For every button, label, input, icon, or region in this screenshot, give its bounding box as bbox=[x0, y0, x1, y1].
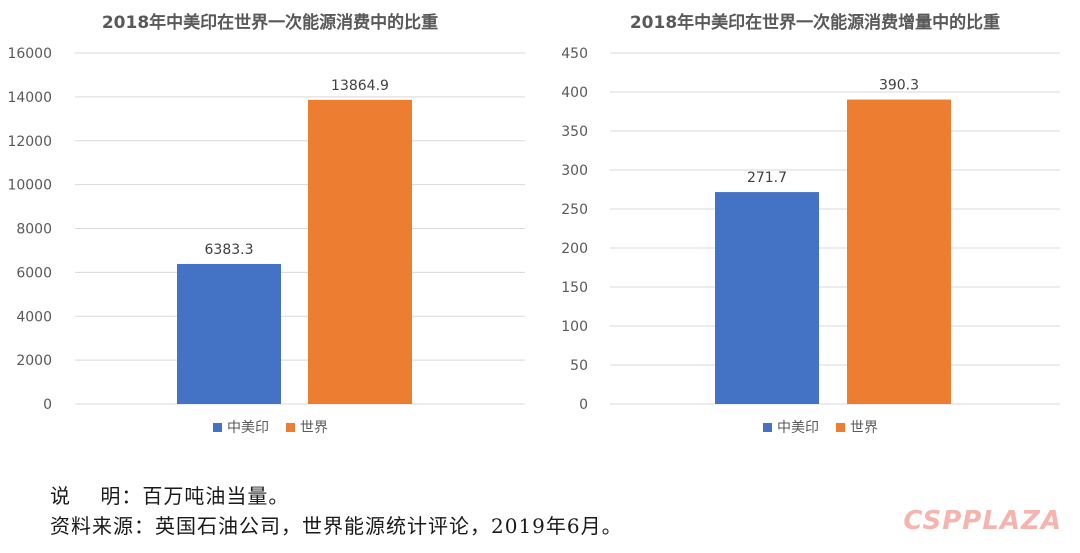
chart-2-y-tick-label-3: 150 bbox=[561, 280, 588, 296]
chart-2-legend-label-0: 中美印 bbox=[777, 420, 819, 436]
chart-1-data-label-0: 6383.3 bbox=[205, 242, 254, 258]
chart-2-legend-swatch-1 bbox=[836, 423, 845, 432]
chart-1-y-tick-label-3: 6000 bbox=[16, 265, 52, 281]
chart-2-y-tick-label-5: 250 bbox=[561, 202, 588, 218]
chart-2-y-tick-label-2: 100 bbox=[561, 319, 588, 335]
chart-1-y-tick-label-8: 16000 bbox=[7, 46, 52, 62]
chart-2-title: 2018年中美印在世界一次能源消费增量中的比重 bbox=[630, 12, 1000, 33]
chart-1-y-tick-label-5: 10000 bbox=[7, 178, 52, 194]
chart-2-y-tick-label-7: 350 bbox=[561, 124, 588, 140]
chart-1-y-tick-label-4: 8000 bbox=[16, 222, 52, 238]
chart-2-bar-世界 bbox=[847, 99, 951, 404]
chart-1-legend-label-0: 中美印 bbox=[227, 420, 269, 436]
chart-2-y-tick-label-0: 0 bbox=[579, 397, 588, 413]
charts-canvas: 2018年中美印在世界一次能源消费中的比重0200040006000800010… bbox=[7, 12, 1060, 436]
chart-2-data-label-0: 271.7 bbox=[747, 170, 787, 186]
chart-2-y-tick-label-9: 450 bbox=[561, 46, 588, 62]
chart-2-bar-中美印 bbox=[715, 192, 819, 404]
chart-1-legend-swatch-0 bbox=[213, 423, 222, 432]
chart-1-y-tick-label-7: 14000 bbox=[7, 90, 52, 106]
chart-1-legend-label-1: 世界 bbox=[300, 420, 328, 436]
chart-2-y-tick-label-6: 300 bbox=[561, 163, 588, 179]
chart-1-y-tick-label-6: 12000 bbox=[7, 134, 52, 150]
chart-1-data-label-1: 13864.9 bbox=[331, 78, 389, 94]
chart-1-legend-swatch-1 bbox=[286, 423, 295, 432]
unit-note: 说 明：百万吨油当量。 bbox=[50, 484, 290, 508]
chart-2-legend-label-1: 世界 bbox=[850, 420, 878, 436]
chart-1-title: 2018年中美印在世界一次能源消费中的比重 bbox=[102, 12, 438, 33]
chart-1-bar-世界 bbox=[308, 99, 412, 405]
chart-2-data-label-1: 390.3 bbox=[879, 78, 919, 94]
chart-1-y-tick-label-2: 4000 bbox=[16, 309, 52, 325]
chart-1-bar-中美印 bbox=[177, 263, 281, 404]
chart-2-legend-swatch-0 bbox=[763, 423, 772, 432]
chart-1-y-tick-label-1: 2000 bbox=[16, 353, 52, 369]
chart-1-y-tick-label-0: 0 bbox=[43, 397, 52, 413]
chart-2-y-tick-label-8: 400 bbox=[561, 85, 588, 101]
source-note: 资料来源：英国石油公司，世界能源统计评论，2019年6月。 bbox=[50, 514, 623, 538]
cspplaza-logo: CSPPLAZA bbox=[903, 506, 1062, 536]
chart-2-y-tick-label-4: 200 bbox=[561, 241, 588, 257]
chart-2-y-tick-label-1: 50 bbox=[570, 358, 588, 374]
